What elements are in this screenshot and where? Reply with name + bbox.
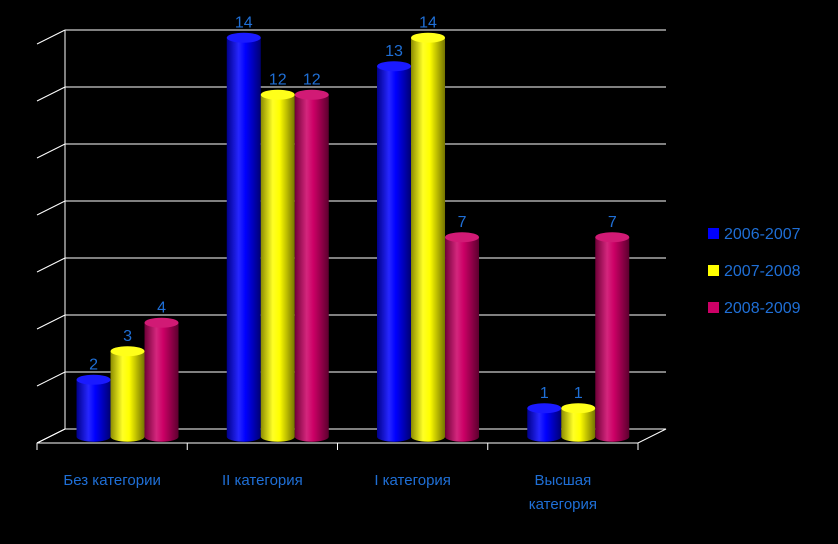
bar <box>110 346 145 442</box>
floor-outline <box>36 428 667 444</box>
bar-top <box>445 232 480 243</box>
bar <box>595 232 630 442</box>
bar <box>527 403 562 442</box>
bar-top <box>595 232 630 243</box>
legend-swatch <box>708 228 719 239</box>
data-label: 7 <box>458 214 467 231</box>
gridline-diagonal <box>36 314 66 330</box>
bar <box>377 61 412 442</box>
gridline-diagonal <box>36 200 66 216</box>
legend-swatch <box>708 265 719 276</box>
bar-body <box>294 94 329 442</box>
data-label: 13 <box>385 43 403 60</box>
legend-swatch <box>708 302 719 313</box>
bar-body <box>595 237 630 442</box>
legend: 2006-2007 2007-2008 2008-2009 <box>708 226 801 317</box>
data-label: 2 <box>89 357 98 374</box>
legend-label: 2007-2008 <box>724 263 801 280</box>
bar-top <box>110 346 145 357</box>
data-label: 12 <box>269 72 287 89</box>
chart-floor <box>36 428 667 450</box>
x-tick-label: II категория <box>222 472 303 489</box>
bar-body <box>226 37 261 442</box>
gridline-diagonal <box>36 371 66 387</box>
gridlines <box>36 29 666 444</box>
bar-top <box>411 32 446 43</box>
legend-label: 2008-2009 <box>724 300 801 317</box>
bar-top <box>377 61 412 72</box>
bar-body <box>561 408 596 442</box>
legend-label: 2006-2007 <box>724 226 801 243</box>
data-label: 3 <box>123 328 132 345</box>
bar <box>445 232 480 442</box>
bar-body <box>411 37 446 442</box>
bar <box>260 89 295 442</box>
bar <box>294 89 329 442</box>
bar-body <box>527 408 562 442</box>
data-label: 12 <box>303 72 321 89</box>
bar-body <box>144 322 179 442</box>
gridline-diagonal <box>36 86 66 102</box>
data-labels: 2 3 4 14 12 12 13 14 7 1 1 7 <box>89 15 617 403</box>
bar <box>226 32 261 442</box>
bar-body <box>445 237 480 442</box>
bar-top <box>561 403 596 414</box>
bar-body <box>76 379 111 442</box>
bar-body <box>377 66 412 442</box>
data-label: 14 <box>235 15 253 32</box>
bar-top <box>76 374 111 385</box>
gridline-diagonal <box>36 29 66 45</box>
bar-top <box>527 403 562 414</box>
gridline-diagonal <box>36 257 66 273</box>
data-label: 1 <box>574 385 583 402</box>
bar-top <box>260 89 295 100</box>
x-tick-label: Без категории <box>63 472 160 489</box>
bar <box>411 32 446 442</box>
x-tick-label: Высшая <box>534 472 591 489</box>
bar <box>76 374 111 442</box>
data-label: 14 <box>419 15 437 32</box>
bar-top <box>226 32 261 43</box>
bar <box>561 403 596 442</box>
x-tick-label: категория <box>529 496 597 513</box>
data-label: 1 <box>540 385 549 402</box>
data-label: 4 <box>157 300 166 317</box>
bar-body <box>110 351 145 442</box>
bar <box>144 317 179 442</box>
gridline-diagonal <box>36 143 66 159</box>
bar-top <box>144 317 179 328</box>
x-tick-label: I категория <box>374 472 451 489</box>
data-label: 7 <box>608 214 617 231</box>
bar-body <box>260 94 295 442</box>
bars <box>76 32 630 442</box>
bar-top <box>294 89 329 100</box>
